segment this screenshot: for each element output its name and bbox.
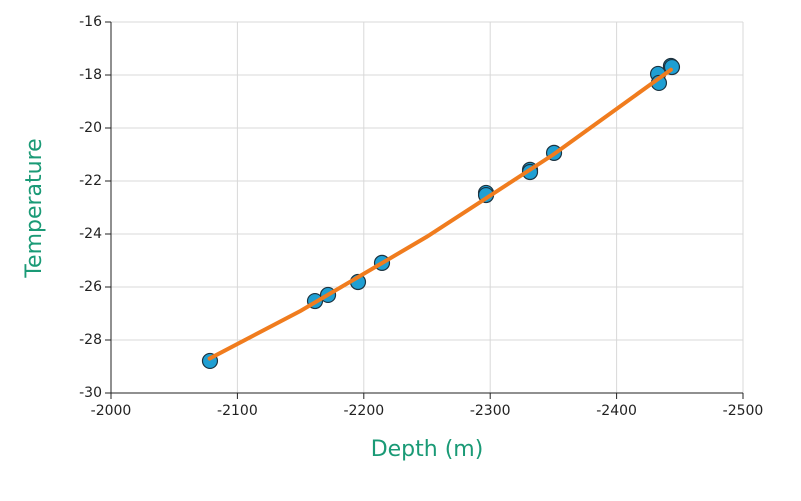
y-tick-label: -18 <box>79 67 102 83</box>
x-tick-label: -2300 <box>470 403 511 419</box>
y-axis-title: Temperature <box>22 138 47 278</box>
y-tick-label: -28 <box>79 332 102 348</box>
x-tick-label: -2100 <box>217 403 258 419</box>
x-axis-title: Depth (m) <box>371 437 484 462</box>
x-tick-label: -2400 <box>596 403 637 419</box>
fit-line <box>207 67 673 361</box>
y-tick-label: -20 <box>79 120 102 136</box>
y-tick-label: -24 <box>79 226 102 242</box>
y-tick-label: -22 <box>79 173 102 189</box>
y-tick-label: -30 <box>79 385 102 401</box>
y-tick-label: -26 <box>79 279 102 295</box>
x-tick-label: -2000 <box>91 403 132 419</box>
x-tick-label: -2200 <box>343 403 384 419</box>
x-tick-label: -2500 <box>723 403 764 419</box>
y-tick-label: -16 <box>79 14 102 30</box>
